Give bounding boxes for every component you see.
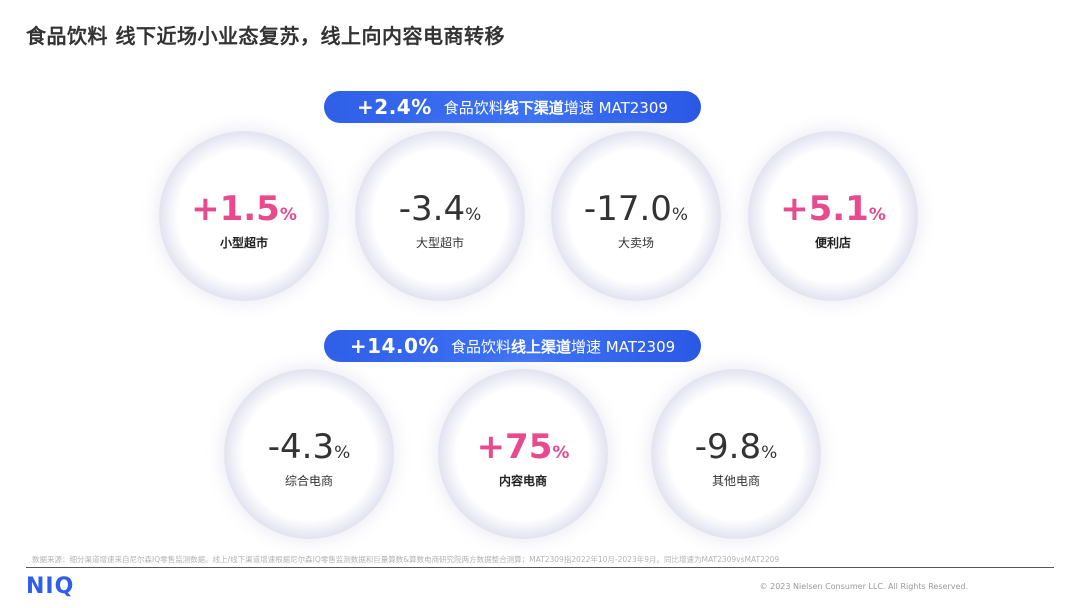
online-growth-banner: +14.0% 食品饮料线上渠道增速 MAT2309 [324, 330, 701, 362]
channel-label: 大卖场 [617, 236, 654, 250]
data-source-note: 数据来源：细分渠道增速来自尼尔森IQ零售监测数据。线上/线下渠道增速根据尼尔森I… [32, 555, 780, 564]
channel-card-large-supermarket: -3.4% 大型超市 [355, 131, 525, 301]
channel-card-content-ecommerce: +75% 内容电商 [438, 369, 608, 539]
online-growth-value: +14.0% [349, 334, 439, 358]
page-title: 食品饮料 线下近场小业态复苏，线上向内容电商转移 [26, 24, 505, 48]
channel-growth-value: -17.0% [583, 189, 689, 229]
channel-label: 小型超市 [219, 236, 268, 250]
channel-growth-value: +1.5% [191, 189, 297, 229]
channel-growth-value: +5.1% [780, 189, 886, 229]
offline-growth-value: +2.4% [357, 95, 432, 119]
channel-card-other-ecommerce: -9.8% 其他电商 [651, 369, 821, 539]
channel-growth-value: -3.4% [398, 189, 482, 229]
offline-growth-banner: +2.4% 食品饮料线下渠道增速 MAT2309 [324, 91, 701, 123]
channel-card-small-supermarket: +1.5% 小型超市 [159, 131, 329, 301]
online-growth-label: 食品饮料线上渠道增速 MAT2309 [450, 337, 676, 356]
channel-label: 综合电商 [284, 474, 333, 488]
copyright-notice: © 2023 Nielsen Consumer LLC. All Rights … [759, 582, 968, 591]
niq-logo: NIQ [26, 574, 75, 599]
offline-growth-label: 食品饮料线下渠道增速 MAT2309 [443, 98, 668, 117]
channel-label: 内容电商 [498, 474, 547, 488]
footer-divider [26, 567, 1054, 568]
channel-label: 大型超市 [415, 236, 464, 250]
channel-growth-value: +75% [476, 427, 570, 467]
channel-label: 其他电商 [711, 474, 760, 488]
channel-card-convenience-store: +5.1% 便利店 [748, 131, 918, 301]
channel-growth-value: -4.3% [267, 427, 351, 467]
channel-growth-value: -9.8% [694, 427, 778, 467]
channel-card-hypermarket: -17.0% 大卖场 [551, 131, 721, 301]
channel-label: 便利店 [814, 236, 851, 250]
channel-card-general-ecommerce: -4.3% 综合电商 [224, 369, 394, 539]
